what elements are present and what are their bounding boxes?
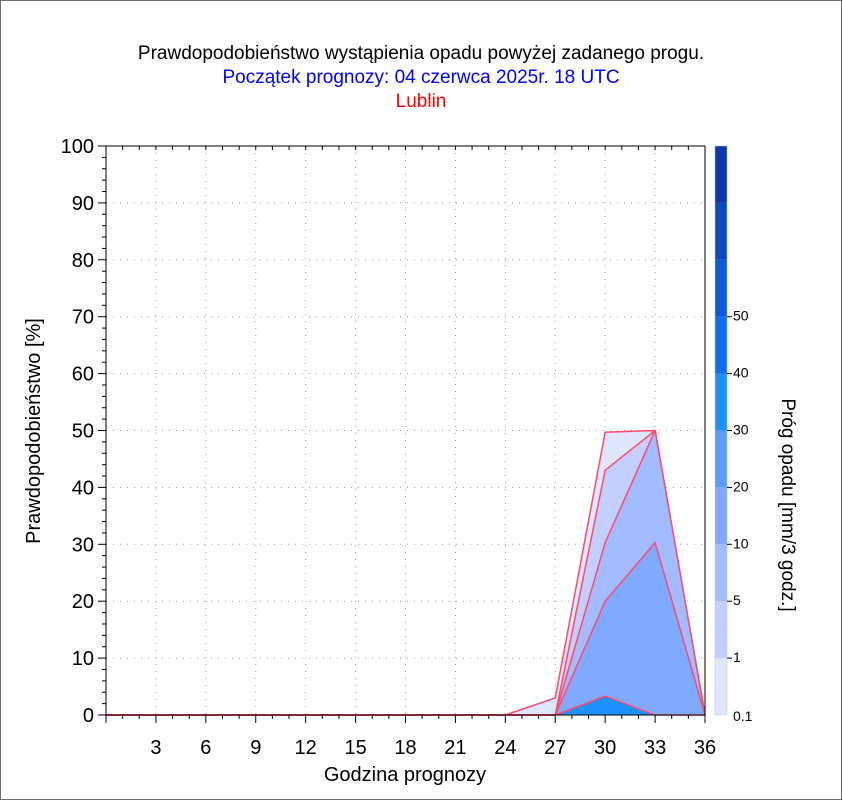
y-tick-label: 10 — [72, 648, 94, 670]
chart-location: Lublin — [395, 91, 447, 112]
x-tick-label: 24 — [494, 737, 516, 759]
chart-subtitle: Początek prognozy: 04 czerwca 2025r. 18 … — [222, 67, 620, 88]
x-tick-label: 9 — [250, 737, 261, 759]
y-tick-label: 80 — [72, 250, 94, 272]
colorbar-segment — [715, 544, 727, 602]
colorbar-segment — [715, 259, 727, 317]
chart-title: Prawdopodobieństwo wystąpienia opadu pow… — [137, 43, 705, 64]
colorbar-tick-label: 10 — [733, 535, 749, 551]
colorbar: 0.1 1 5 10 20 30 40 50 — [714, 145, 753, 724]
y-tick-label: 20 — [72, 591, 94, 613]
colorbar-tick-label: 40 — [733, 365, 749, 381]
colorbar-segment — [715, 146, 727, 203]
colorbar-tick-label: 50 — [733, 308, 749, 324]
x-tick-label: 27 — [544, 737, 566, 759]
x-axis-ticks: 3 6 9 12 15 18 21 24 27 30 33 36 — [105, 146, 716, 759]
colorbar-segment — [715, 601, 727, 659]
y-axis-ticks: 0 10 20 30 40 50 60 70 80 90 100 — [61, 136, 106, 727]
y-tick-label: 90 — [72, 193, 94, 215]
colorbar-segment — [715, 316, 727, 374]
area-threshold-10 — [106, 542, 705, 715]
y-tick-label: 70 — [72, 307, 94, 329]
probability-areas — [106, 429, 706, 716]
y-tick-label: 50 — [72, 421, 94, 443]
y-tick-label: 60 — [72, 364, 94, 386]
y-axis-label: Prawdopodobieństwo [%] — [23, 318, 45, 544]
colorbar-tick-label: 20 — [733, 478, 749, 494]
x-tick-label: 12 — [295, 737, 317, 759]
y-tick-label: 30 — [72, 534, 94, 556]
x-tick-label: 36 — [694, 737, 716, 759]
colorbar-label: Próg opadu [mm/3 godz.] — [777, 398, 798, 611]
colorbar-tick-label: 0.1 — [733, 708, 753, 724]
colorbar-segment — [715, 487, 727, 545]
x-axis-label: Godzina prognozy — [324, 764, 486, 786]
colorbar-segment — [715, 430, 727, 488]
colorbar-tick-label: 5 — [733, 592, 741, 608]
colorbar-segment — [715, 658, 727, 715]
colorbar-tick-label: 1 — [733, 649, 741, 665]
y-tick-label: 40 — [72, 477, 94, 499]
colorbar-tick-label: 30 — [733, 422, 749, 438]
area-threshold-20 — [106, 696, 705, 715]
x-tick-label: 18 — [394, 737, 416, 759]
x-tick-label: 6 — [200, 737, 211, 759]
x-tick-label: 15 — [344, 737, 366, 759]
colorbar-segment — [715, 373, 727, 431]
x-tick-label: 21 — [444, 737, 466, 759]
y-tick-label: 0 — [83, 705, 94, 727]
x-tick-label: 30 — [594, 737, 616, 759]
y-tick-label: 100 — [61, 136, 94, 158]
x-tick-label: 33 — [644, 737, 666, 759]
colorbar-segment — [715, 202, 727, 260]
x-tick-label: 3 — [150, 737, 161, 759]
